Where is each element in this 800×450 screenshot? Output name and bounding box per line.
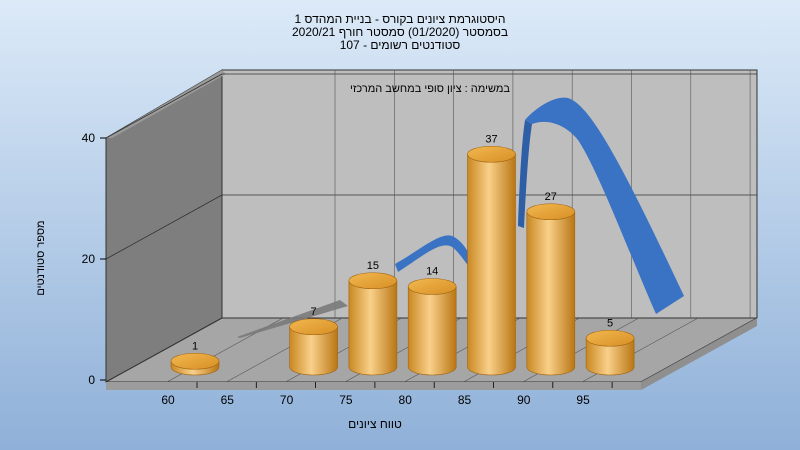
- x-axis-label: טווח ציונים: [348, 417, 402, 431]
- bar-body: [526, 211, 576, 376]
- x-tick-label: 75: [339, 393, 353, 407]
- floor-front-edge: [106, 382, 641, 390]
- bar-top: [170, 352, 220, 370]
- bar-body: [585, 337, 635, 376]
- grid-line-side: [105, 194, 223, 260]
- x-tick-label: 65: [221, 393, 235, 407]
- data-label: 37: [485, 133, 497, 145]
- x-tick-label: 90: [517, 393, 531, 407]
- floor-right-edge: [641, 318, 757, 390]
- x-tick-label: 95: [576, 393, 590, 407]
- y-tick-label: 40: [82, 131, 96, 145]
- grid-line-side: [105, 73, 223, 139]
- bar-body: [407, 286, 457, 376]
- data-label: 14: [426, 266, 438, 278]
- x-tick-label: 85: [458, 393, 472, 407]
- title-line-3: סטודנטים רשומים - 107: [340, 38, 461, 52]
- data-label: 27: [545, 191, 557, 203]
- curve-shadow-segment: [237, 300, 348, 338]
- bar-body: [467, 153, 516, 376]
- title-line-1: היסטוגרמת ציונים בקורס - בניית המהדס 1: [295, 12, 506, 26]
- curve-ribbon-segment: [525, 97, 684, 314]
- curve-ribbon-segment: [395, 235, 475, 272]
- title-line-2: בסמסטר (01/2020) סמסטר חורף 2020/21: [292, 25, 508, 39]
- bar-body: [289, 326, 338, 376]
- x-tick-label: 60: [161, 393, 175, 407]
- y-tick-label: 0: [88, 373, 95, 387]
- data-label: 5: [607, 317, 613, 329]
- bar-top: [407, 278, 457, 295]
- x-tick-label: 80: [399, 393, 413, 407]
- bar-top: [526, 203, 576, 221]
- bar-top: [348, 272, 398, 290]
- y-axis-label: מספר סטודנטים: [35, 220, 47, 295]
- bar-top: [585, 329, 635, 347]
- x-tick-label: 70: [280, 393, 294, 407]
- bar-top: [289, 318, 338, 336]
- curve-ribbon-segment: [518, 120, 532, 228]
- bar-top: [467, 145, 516, 163]
- y-tick-label: 20: [82, 252, 96, 266]
- x-axis: 60 65 70 75 80 85 90 95: [161, 382, 613, 407]
- data-label: 7: [311, 306, 317, 318]
- data-label: 1: [192, 340, 198, 352]
- data-label: 15: [367, 260, 379, 272]
- bars-group: 1 7 15 14 37 27 5: [170, 133, 635, 376]
- distribution-curve: [237, 97, 684, 338]
- bar-body: [348, 280, 398, 376]
- y-axis: 0 20 40: [82, 131, 106, 387]
- chart-subtitle: במשימה : ציון סופי במחשב המרכזי: [350, 83, 510, 95]
